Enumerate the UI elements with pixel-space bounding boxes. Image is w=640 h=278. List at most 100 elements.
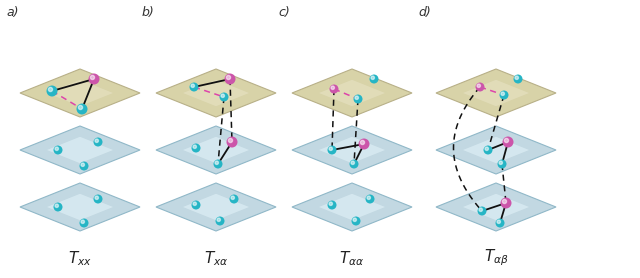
Circle shape [371,76,374,80]
Circle shape [90,75,95,80]
Circle shape [353,95,362,103]
Polygon shape [292,69,412,117]
Circle shape [497,220,500,224]
Polygon shape [463,194,529,220]
Circle shape [329,147,332,150]
Circle shape [355,96,358,100]
Circle shape [328,145,337,155]
Circle shape [214,160,223,168]
Polygon shape [20,69,140,117]
Circle shape [93,138,102,147]
Text: d): d) [418,6,431,19]
Circle shape [88,73,99,85]
Circle shape [220,93,228,101]
Circle shape [49,87,52,91]
Circle shape [216,217,225,225]
Circle shape [81,220,84,224]
Circle shape [351,161,355,165]
Circle shape [78,105,83,110]
Polygon shape [292,183,412,231]
Circle shape [495,219,504,227]
Circle shape [502,199,506,203]
Polygon shape [156,126,276,174]
Circle shape [502,136,513,148]
Circle shape [365,195,374,203]
Circle shape [477,84,481,88]
Circle shape [360,140,365,145]
Text: c): c) [278,6,290,19]
Circle shape [95,196,99,199]
Polygon shape [319,80,385,106]
Polygon shape [183,80,249,106]
Circle shape [217,218,220,222]
Circle shape [358,138,369,150]
Circle shape [515,76,518,80]
Polygon shape [47,137,113,163]
Circle shape [215,161,218,165]
Text: $T_{\alpha\beta}$: $T_{\alpha\beta}$ [484,247,508,268]
Text: $T_{x\alpha}$: $T_{x\alpha}$ [204,249,228,268]
Polygon shape [47,80,113,106]
Polygon shape [183,194,249,220]
Circle shape [191,143,200,153]
Circle shape [479,208,483,212]
Circle shape [513,75,522,83]
Circle shape [191,200,200,210]
Polygon shape [20,183,140,231]
Circle shape [77,103,88,115]
Polygon shape [47,194,113,220]
Text: b): b) [142,6,155,19]
Circle shape [353,218,356,222]
Circle shape [369,75,378,83]
Circle shape [54,145,63,155]
Circle shape [230,195,239,203]
Circle shape [47,86,58,96]
Circle shape [189,83,198,91]
Circle shape [331,86,335,90]
Circle shape [476,83,484,91]
Circle shape [501,92,504,95]
Circle shape [477,207,486,215]
Text: a): a) [6,6,19,19]
Circle shape [500,197,511,208]
Circle shape [231,196,234,199]
Circle shape [193,202,196,205]
Circle shape [55,147,58,150]
Circle shape [191,84,195,88]
Polygon shape [463,137,529,163]
Circle shape [485,147,488,150]
Polygon shape [156,183,276,231]
Polygon shape [436,69,556,117]
Circle shape [93,195,102,203]
Polygon shape [20,126,140,174]
Circle shape [228,138,232,143]
Circle shape [499,91,509,100]
Circle shape [367,196,371,199]
Polygon shape [319,194,385,220]
Circle shape [329,202,332,205]
Circle shape [221,94,225,98]
Circle shape [504,138,509,143]
Polygon shape [156,69,276,117]
Polygon shape [183,137,249,163]
Circle shape [81,163,84,167]
Circle shape [349,160,358,168]
Circle shape [351,217,360,225]
Circle shape [79,219,88,227]
Polygon shape [292,126,412,174]
Text: $T_{\alpha\alpha}$: $T_{\alpha\alpha}$ [339,249,365,268]
Circle shape [499,161,502,165]
Circle shape [328,200,337,210]
Circle shape [227,136,237,148]
Circle shape [55,204,58,207]
Circle shape [227,75,230,80]
Polygon shape [436,126,556,174]
Polygon shape [436,183,556,231]
Circle shape [330,85,339,93]
Circle shape [95,139,99,142]
Circle shape [225,73,236,85]
Polygon shape [319,137,385,163]
Circle shape [483,145,493,155]
Text: $T_{xx}$: $T_{xx}$ [68,249,92,268]
Circle shape [497,160,506,168]
